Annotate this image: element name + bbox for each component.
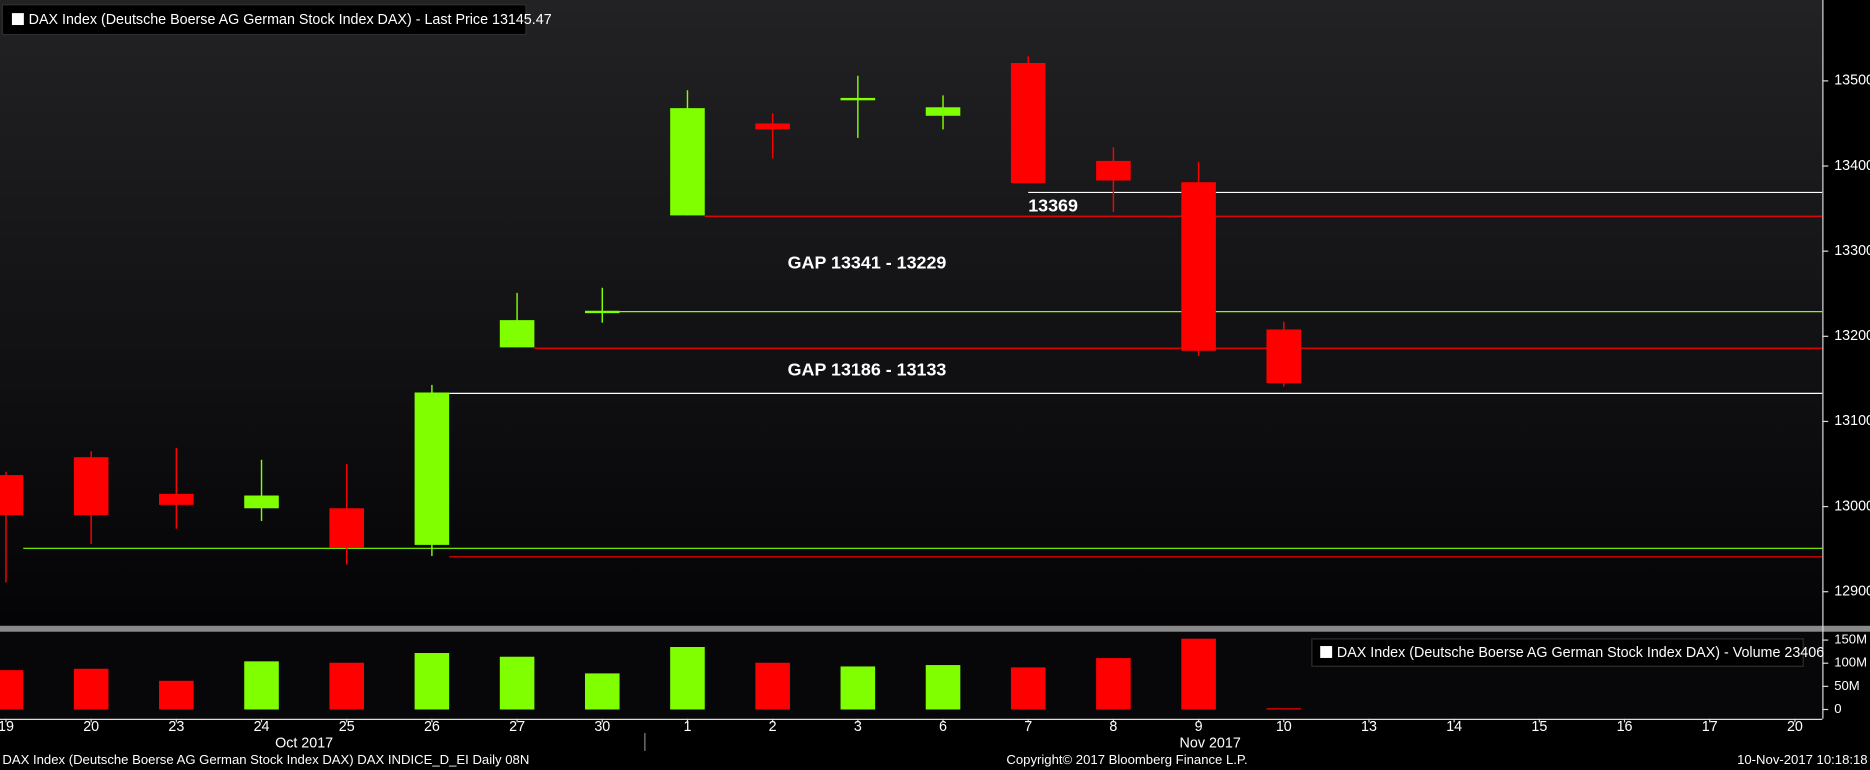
candle-body: [1096, 160, 1131, 181]
x-tick-label: 19: [0, 719, 14, 735]
price-plot: 13369 GAP 13341 - 13229 GAP 13186 - 13133: [0, 56, 1823, 583]
volume-plot: [0, 638, 1302, 710]
candle-body: [159, 493, 194, 505]
volume-legend-box: [1311, 638, 1804, 667]
volume-legend: DAX Index (Deutsche Boerse AG German Sto…: [1337, 645, 1824, 661]
y-tick-label: 13100: [1834, 413, 1870, 429]
candle-body: [73, 457, 109, 516]
volume-bar: [1010, 667, 1046, 710]
footer-left: DAX Index (Deutsche Boerse AG German Sto…: [2, 752, 529, 767]
candle-body: [499, 320, 535, 348]
candle-body: [244, 495, 279, 509]
volume-bar: [159, 680, 194, 710]
axes: 12900130001310013200133001340013500150M1…: [0, 73, 1870, 752]
candle-body: [329, 508, 365, 548]
footer-right: 10-Nov-2017 10:18:18: [1737, 752, 1868, 767]
x-tick-label: 3: [854, 719, 862, 735]
x-tick-label: 20: [1787, 719, 1803, 735]
price-legend: DAX Index (Deutsche Boerse AG German Sto…: [29, 12, 552, 28]
volume-bar: [1266, 708, 1302, 710]
level-label: 13369: [1028, 195, 1078, 215]
month-label: Nov 2017: [1180, 736, 1241, 752]
candle-body: [755, 123, 790, 130]
x-tick-label: 20: [83, 719, 99, 735]
candle-body: [670, 108, 705, 216]
x-tick-label: 17: [1702, 719, 1718, 735]
x-tick-label: 7: [1024, 719, 1032, 735]
x-tick-label: 16: [1617, 719, 1633, 735]
x-tick-label: 2: [769, 719, 777, 735]
x-tick-label: 25: [339, 719, 355, 735]
volume-tick-label: 0: [1834, 701, 1841, 716]
volume-bar: [584, 673, 620, 710]
candle-body: [584, 310, 620, 314]
volume-bar: [840, 666, 876, 710]
x-tick-label: 30: [594, 719, 610, 735]
y-tick-label: 13000: [1834, 498, 1870, 514]
candle-body: [414, 392, 450, 545]
volume-bar: [414, 653, 450, 710]
x-tick-label: 14: [1446, 719, 1462, 735]
x-tick-label: 6: [939, 719, 947, 735]
price-panel: [0, 0, 1823, 626]
candle-body: [840, 97, 876, 101]
volume-bar: [670, 647, 705, 710]
price-legend-box: [1, 4, 527, 36]
x-tick-label: 27: [509, 719, 525, 735]
y-tick-label: 12900: [1834, 584, 1870, 600]
candle-body: [925, 107, 961, 116]
y-tick-label: 13400: [1834, 158, 1870, 174]
x-tick-label: 13: [1361, 719, 1377, 735]
volume-bar: [499, 656, 535, 710]
month-label: Oct 2017: [275, 736, 333, 752]
gap-annotation: GAP 13186 - 13133: [788, 360, 947, 380]
candle-body: [0, 475, 24, 516]
x-tick-label: 1: [683, 719, 691, 735]
x-tick-label: 23: [168, 719, 184, 735]
x-tick-label: 15: [1531, 719, 1547, 735]
footer-center: Copyright© 2017 Bloomberg Finance L.P.: [1006, 752, 1247, 767]
volume-legend-swatch: [1320, 646, 1333, 658]
y-tick-label: 13200: [1834, 328, 1870, 344]
x-tick-label: 10: [1276, 719, 1292, 735]
volume-bar: [0, 670, 24, 710]
volume-bar: [73, 668, 109, 710]
volume-tick-label: 100M: [1834, 655, 1867, 670]
candle-body: [1010, 63, 1046, 184]
x-tick-label: 8: [1109, 719, 1117, 735]
x-tick-label: 26: [424, 719, 440, 735]
volume-bar: [329, 662, 365, 710]
candle-body: [1266, 329, 1302, 384]
gap-annotation: GAP 13341 - 13229: [788, 253, 947, 273]
y-tick-label: 13300: [1834, 243, 1870, 259]
panel-separator: [0, 625, 1870, 632]
candle-body: [1181, 182, 1216, 351]
price-legend-swatch: [11, 13, 24, 26]
y-tick-label: 13500: [1834, 73, 1870, 89]
x-tick-label: 9: [1195, 719, 1203, 735]
volume-bar: [244, 661, 279, 710]
x-tick-label: 24: [254, 719, 270, 735]
volume-tick-label: 150M: [1834, 632, 1867, 647]
volume-tick-label: 50M: [1834, 678, 1860, 693]
volume-bar: [925, 665, 961, 710]
volume-bar: [1096, 658, 1131, 710]
volume-bar: [1181, 638, 1216, 710]
volume-bar: [755, 662, 790, 710]
